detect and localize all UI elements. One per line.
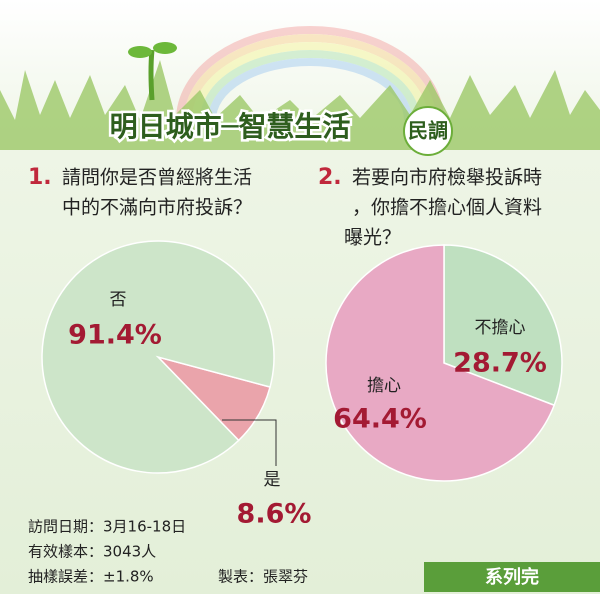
pie-slice (41, 240, 275, 474)
question-number: 2. (318, 165, 342, 190)
value-label: 8.6% (237, 499, 312, 530)
value-label: 64.4% (333, 404, 427, 435)
leader-line (222, 419, 277, 466)
question-text: 請問你是否曾經將生活 (62, 167, 252, 189)
category-label: 擔心 (367, 376, 401, 396)
question-text: ，你擔不擔心個人資料 (352, 197, 542, 219)
series-end-box (424, 562, 600, 592)
value-label: 91.4% (68, 320, 162, 351)
category-label: 不擔心 (475, 318, 526, 338)
question-number: 1. (28, 165, 52, 190)
footer-line: 抽樣誤差：±1.8% (28, 568, 154, 586)
category-label: 否 (110, 290, 127, 310)
footer-line: 有效樣本：3043人 (28, 543, 156, 561)
credit: 製表：張翠芬 (218, 568, 308, 586)
pie-slice (443, 244, 563, 407)
question-text: 若要向市府檢舉投訴時 (352, 167, 542, 189)
header-title: 明日城市─智慧生活 (110, 110, 351, 143)
series-end: 系列完 (485, 566, 539, 588)
footer-line: 訪問日期：3月16-18日 (28, 518, 186, 536)
rainbow (176, 26, 444, 121)
value-label: 28.7% (453, 348, 547, 379)
badge-text: 民調 (408, 119, 448, 143)
question-text: 曝光？ (344, 227, 401, 249)
sprout (148, 49, 155, 101)
pie-slice (325, 244, 556, 482)
badge (403, 106, 453, 156)
category-label: 是 (264, 470, 281, 490)
leaf (153, 42, 177, 54)
leaf (128, 46, 152, 58)
question-text: 中的不滿向市府投訴？ (62, 197, 252, 219)
